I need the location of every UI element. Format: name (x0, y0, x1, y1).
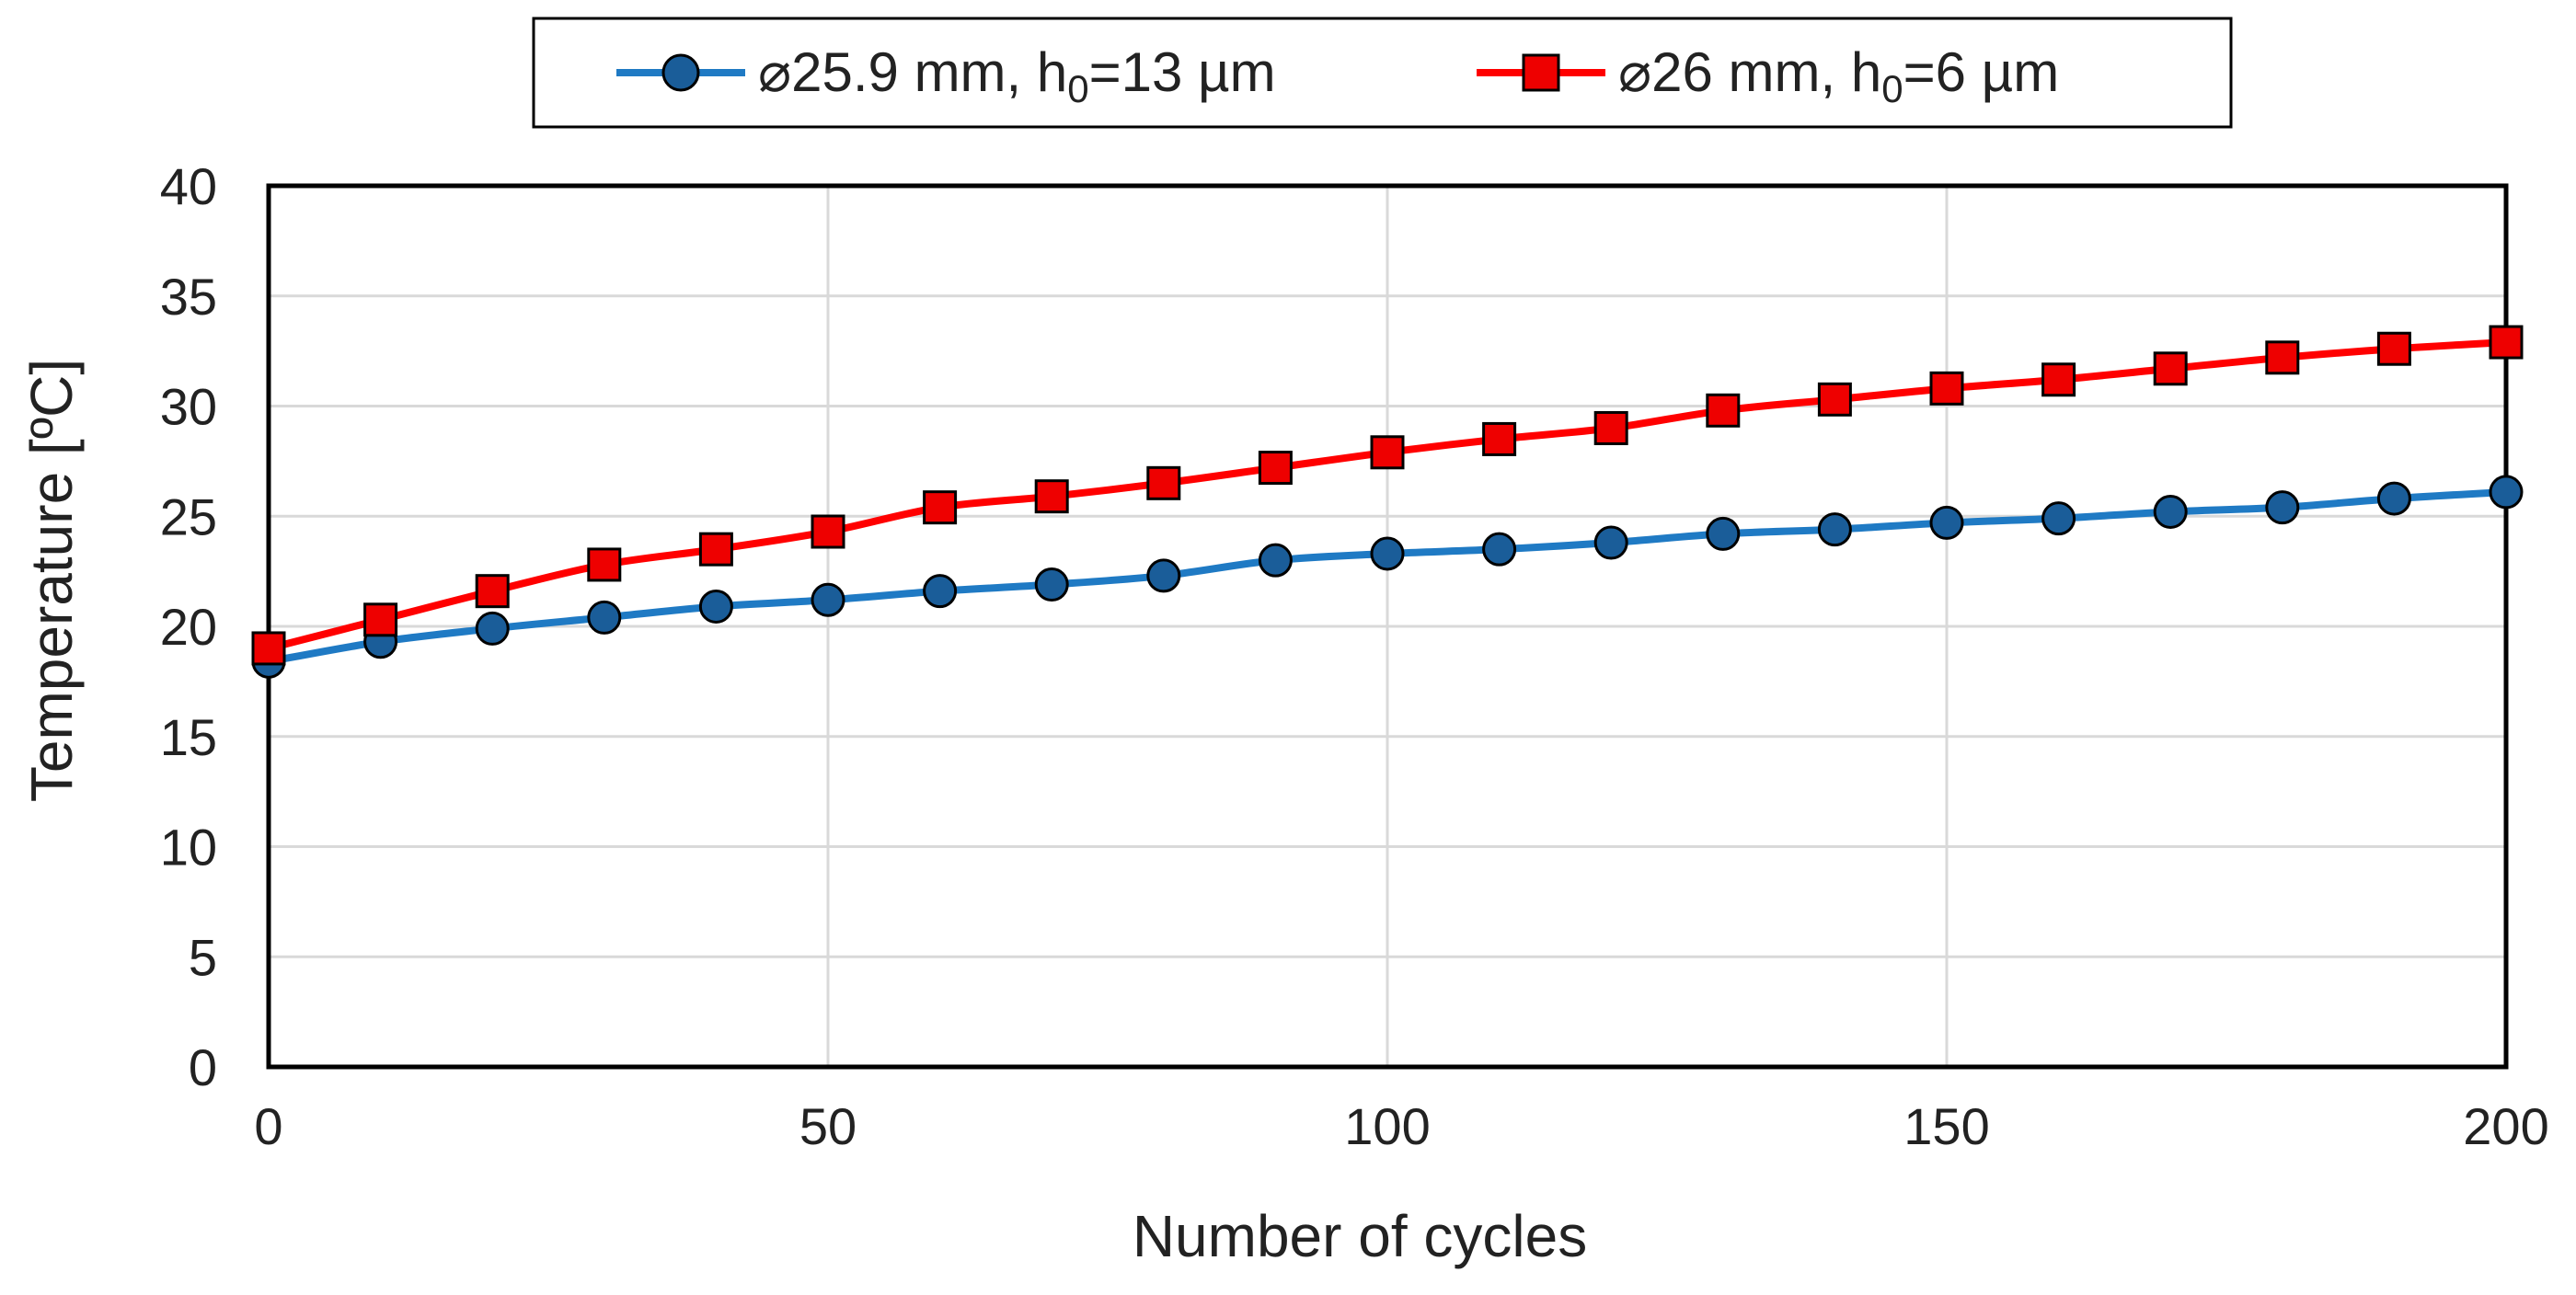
data-point-circle (2153, 494, 2188, 529)
data-point-circle (1146, 558, 1181, 593)
data-point-circle (2265, 490, 2300, 525)
data-point-circle (661, 53, 700, 92)
data-point-square (2376, 331, 2411, 366)
data-point-square (587, 547, 622, 582)
data-point-circle (2376, 481, 2411, 516)
data-point-square (475, 574, 510, 609)
legend-label-main: ⌀26 mm, h (1618, 41, 1881, 103)
data-point-square (811, 514, 845, 549)
data-point-circle (2489, 475, 2524, 510)
y-tick-label: 0 (189, 1038, 217, 1096)
data-point-square (1258, 451, 1293, 486)
data-point-square (2489, 325, 2524, 360)
legend-label-rest: =6 µm (1903, 41, 2060, 103)
series-2 (251, 325, 2524, 666)
data-point-circle (1482, 532, 1517, 567)
data-point-square (2153, 351, 2188, 386)
data-point-square (1522, 53, 1560, 92)
legend-label-subscript: 0 (1067, 67, 1088, 110)
data-point-square (2041, 362, 2076, 397)
data-point-square (698, 532, 733, 567)
y-tick-label: 20 (160, 598, 217, 656)
x-tick-label: 200 (2463, 1097, 2548, 1155)
data-point-circle (587, 600, 622, 635)
data-point-circle (1593, 525, 1628, 560)
x-tick-label: 50 (799, 1097, 857, 1155)
legend-label-subscript: 0 (1881, 67, 1903, 110)
data-point-square (251, 631, 286, 666)
legend-label-main: ⌀25.9 mm, h (758, 41, 1067, 103)
x-tick-label: 100 (1344, 1097, 1430, 1155)
y-axis-title: Temperature [ºC] (18, 359, 85, 802)
y-tick-label: 25 (160, 487, 217, 545)
data-point-square (923, 490, 958, 525)
data-point-square (1146, 465, 1181, 500)
y-tick-label: 35 (160, 268, 217, 326)
data-point-square (363, 602, 398, 637)
data-point-square (1370, 435, 1405, 470)
data-point-square (1482, 421, 1517, 456)
data-point-square (1929, 371, 1964, 406)
data-point-circle (2041, 501, 2076, 536)
series-group (251, 325, 2524, 679)
data-point-circle (811, 582, 845, 617)
legend-label: ⌀25.9 mm, h0=13 µm (758, 41, 1276, 110)
data-point-circle (1817, 512, 1852, 547)
axis-ticks: 0 5 10 15 20 25 30 35 40 0 50 100 150 200 (160, 157, 2549, 1155)
legend-label-rest: =13 µm (1089, 41, 1276, 103)
data-point-circle (1706, 516, 1741, 551)
y-tick-label: 40 (160, 157, 217, 215)
y-tick-label: 5 (189, 928, 217, 986)
data-point-square (1706, 393, 1741, 428)
legend-label: ⌀26 mm, h0=6 µm (1618, 41, 2059, 110)
data-point-circle (923, 574, 958, 609)
data-point-square (2265, 340, 2300, 375)
plot-area (266, 183, 2509, 1070)
legend: ⌀25.9 mm, h0=13 µm ⌀26 mm, h0=6 µm (532, 17, 2233, 129)
legend-item-2: ⌀26 mm, h0=6 µm (1477, 41, 2059, 110)
data-point-circle (1034, 567, 1069, 602)
y-tick-label: 10 (160, 819, 217, 877)
data-point-circle (1258, 543, 1293, 578)
data-point-circle (698, 589, 733, 624)
data-point-circle (1370, 536, 1405, 571)
x-axis-title: Number of cycles (1133, 1203, 1587, 1269)
data-point-circle (1929, 505, 1964, 540)
data-point-square (1034, 479, 1069, 514)
grid-lines (269, 186, 2506, 1067)
data-point-circle (475, 611, 510, 646)
legend-box (532, 17, 2233, 129)
data-point-square (1593, 410, 1628, 445)
x-tick-label: 0 (254, 1097, 282, 1155)
y-tick-label: 30 (160, 378, 217, 436)
data-point-square (1817, 382, 1852, 417)
legend-item-1: ⌀25.9 mm, h0=13 µm (616, 41, 1276, 110)
y-tick-label: 15 (160, 708, 217, 766)
x-tick-label: 150 (1903, 1097, 1989, 1155)
